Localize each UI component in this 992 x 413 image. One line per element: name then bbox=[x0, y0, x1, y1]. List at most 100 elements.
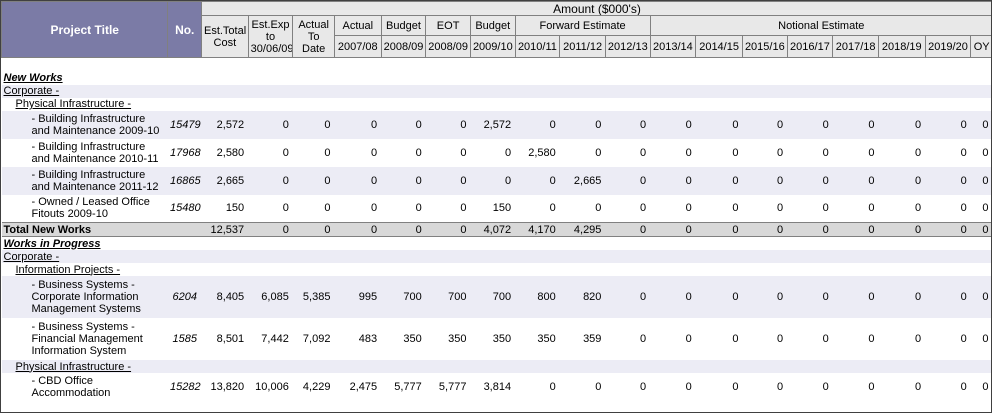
project-number: 15282 bbox=[169, 381, 201, 393]
table-row: - Building Infrastructure and Maintenanc… bbox=[1, 166, 991, 195]
amount-cell: 0 bbox=[639, 202, 647, 215]
amount-cell: 8,405 bbox=[201, 276, 249, 318]
amount-cell: 0 bbox=[415, 146, 422, 159]
amount-cell: 0 bbox=[460, 146, 467, 159]
table-row: - Business Systems - Corporate Informati… bbox=[1, 276, 991, 318]
amount-cell: 0 bbox=[915, 333, 922, 345]
project-title: - Building Infrastructure and Maintenanc… bbox=[31, 112, 160, 137]
total-amount-cell: 4,170 bbox=[515, 222, 560, 237]
project-number: 1585 bbox=[172, 333, 197, 345]
amount-cell: 2,665 bbox=[201, 166, 249, 195]
amount-cell: 0 bbox=[639, 381, 647, 393]
header-year: 2019/20 bbox=[924, 35, 972, 58]
amount-cell: 2,580 bbox=[528, 146, 556, 159]
header-year: OY bbox=[970, 35, 991, 58]
amount-cell: 0 bbox=[595, 146, 602, 159]
amount-cell: 0 bbox=[732, 146, 739, 159]
amount-cell: 0 bbox=[639, 146, 647, 159]
project-number: 16865 bbox=[167, 166, 202, 195]
amount-cell: 13,820 bbox=[210, 381, 245, 393]
amount-cell: 0 bbox=[868, 381, 875, 393]
section-works-in-progress: Works in Progress bbox=[3, 237, 101, 250]
amount-cell: 350 bbox=[492, 333, 512, 345]
amount-cell: 0 bbox=[650, 110, 696, 139]
amount-cell: 0 bbox=[695, 166, 743, 195]
capital-works-table: Project Title No. Amount ($000's) Est.To… bbox=[1, 1, 992, 401]
amount-cell: 2,665 bbox=[559, 166, 606, 195]
amount-cell: 359 bbox=[583, 333, 602, 345]
amount-cell: 483 bbox=[358, 333, 378, 345]
header-amount: Amount ($000's) bbox=[200, 1, 991, 16]
table-row: - Building Infrastructure and Maintenanc… bbox=[2, 139, 992, 167]
total-label: Total New Works bbox=[1, 222, 202, 237]
amount-cell: 0 bbox=[559, 110, 606, 139]
project-title: - Building Infrastructure and Maintenanc… bbox=[31, 140, 159, 165]
header-year: 2015/16 bbox=[741, 35, 788, 58]
amount-cell: 0 bbox=[970, 276, 991, 318]
project-title: - Business Systems - Financial Managemen… bbox=[31, 321, 143, 357]
amount-cell: 0 bbox=[292, 166, 335, 195]
header-group-eot: EOT bbox=[425, 15, 471, 36]
amount-cell: 2,475 bbox=[349, 381, 378, 393]
amount-cell: 0 bbox=[282, 202, 289, 215]
amount-cell: 0 bbox=[982, 381, 989, 393]
header-year: 2008/09 bbox=[425, 35, 471, 58]
amount-cell: 0 bbox=[776, 333, 784, 345]
amount-cell: 0 bbox=[381, 110, 426, 139]
subgroup-information-projects: Information Projects - bbox=[15, 263, 121, 276]
amount-cell: 0 bbox=[515, 110, 560, 139]
amount-cell: 0 bbox=[970, 166, 991, 195]
amount-cell: 0 bbox=[685, 381, 692, 393]
table-row: - Owned / Leased Office Fitouts 2009-10 1… bbox=[2, 195, 992, 223]
amount-cell: 0 bbox=[549, 202, 556, 215]
amount-cell: 0 bbox=[925, 276, 971, 318]
amount-cell: 0 bbox=[925, 166, 971, 195]
header-year: 2011/12 bbox=[559, 35, 606, 58]
total-amount-cell: 0 bbox=[292, 222, 335, 237]
amount-cell: 3,814 bbox=[483, 381, 512, 393]
amount-cell: 0 bbox=[832, 110, 879, 139]
total-amount-cell: 0 bbox=[605, 222, 651, 237]
amount-cell: 5,777 bbox=[438, 381, 467, 393]
project-number: 15479 bbox=[167, 110, 202, 139]
header-year: 2009/10 bbox=[469, 35, 516, 58]
header-est-exp: Est.Exp to 30/06/09 bbox=[247, 15, 294, 58]
amount-cell: 0 bbox=[248, 166, 293, 195]
amount-cell: 0 bbox=[822, 333, 829, 345]
amount-cell: 0 bbox=[685, 202, 692, 215]
amount-cell: 700 bbox=[381, 276, 426, 318]
amount-cell: 0 bbox=[878, 110, 926, 139]
amount-cell: 0 bbox=[776, 202, 784, 215]
amount-cell: 0 bbox=[742, 110, 788, 139]
total-amount-cell: 0 bbox=[650, 222, 696, 237]
project-number: 17968 bbox=[169, 146, 201, 159]
header-year: 2010/11 bbox=[514, 35, 561, 58]
total-amount-cell: 0 bbox=[425, 222, 471, 237]
amount-cell: 0 bbox=[639, 333, 647, 345]
amount-cell: 0 bbox=[515, 166, 560, 195]
amount-cell: 0 bbox=[685, 333, 692, 345]
amount-cell: 0 bbox=[787, 276, 833, 318]
amount-cell: 0 bbox=[960, 333, 967, 345]
total-amount-cell: 4,295 bbox=[559, 222, 606, 237]
project-title: - Business Systems - Corporate Informati… bbox=[31, 279, 141, 315]
amount-cell: 350 bbox=[448, 333, 467, 345]
amount-cell: 0 bbox=[832, 276, 879, 318]
amount-cell: 0 bbox=[732, 381, 739, 393]
amount-cell: 5,777 bbox=[394, 381, 422, 393]
header-est-total-cost: Est.Total Cost bbox=[200, 15, 249, 58]
amount-cell: 0 bbox=[595, 381, 602, 393]
total-amount-cell: 12,537 bbox=[201, 222, 249, 237]
amount-cell: 0 bbox=[915, 146, 922, 159]
header-no: No. bbox=[167, 1, 202, 58]
header-year: 2012/13 bbox=[604, 35, 651, 58]
table-row: - CBD Office Accommodation 15282 13,820 10,… bbox=[2, 373, 992, 401]
header-group-forward-estimate: Forward Estimate bbox=[514, 15, 651, 36]
amount-cell: 0 bbox=[415, 202, 422, 215]
amount-cell: 4,229 bbox=[302, 381, 331, 393]
amount-cell: 0 bbox=[742, 276, 788, 318]
amount-cell: 700 bbox=[425, 276, 471, 318]
header-year: 2017/18 bbox=[832, 35, 879, 58]
amount-cell: 0 bbox=[324, 146, 331, 159]
amount-cell: 0 bbox=[549, 381, 556, 393]
